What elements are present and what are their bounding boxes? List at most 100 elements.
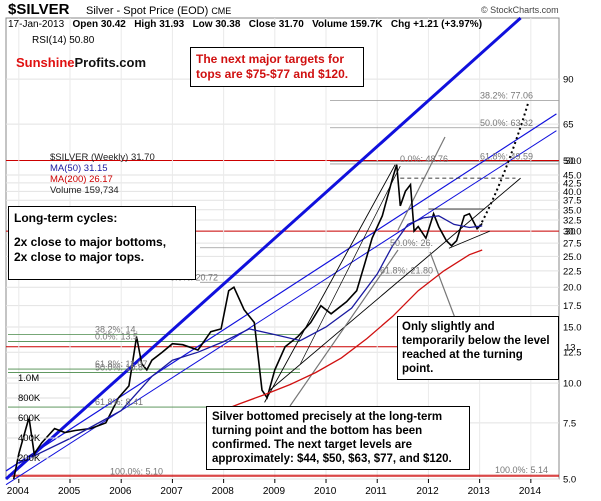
cycles-line1: 2x close to major bottoms, bbox=[14, 235, 167, 249]
x-tick-label: 2008 bbox=[212, 486, 235, 497]
symbol-title: $SILVER bbox=[8, 1, 70, 18]
volume-tick-label: 600K bbox=[18, 413, 41, 424]
arrow-line bbox=[429, 251, 456, 319]
copyright: © StockCharts.com bbox=[481, 5, 559, 15]
legend-series: $SILVER (Weekly) 31.70 bbox=[50, 152, 155, 163]
x-tick-label: 2011 bbox=[365, 486, 387, 497]
y-tick-label: 35.0 bbox=[563, 205, 582, 216]
y-tick-label: 40.0 bbox=[563, 187, 582, 198]
high-text: High 31.93 bbox=[134, 19, 185, 30]
fib-label: 50.0%: 10.8 bbox=[95, 362, 143, 372]
fib-lines bbox=[8, 100, 559, 477]
x-tick-label: 2010 bbox=[314, 486, 337, 497]
trend-lines bbox=[4, 16, 557, 486]
low-text: Low 30.38 bbox=[192, 19, 241, 30]
fib-label: 50.0%: 26. bbox=[390, 238, 433, 248]
series-group bbox=[12, 164, 483, 480]
cycles-title: Long-term cycles: bbox=[14, 211, 118, 225]
fib-label: 100.0%: 5.10 bbox=[110, 466, 163, 476]
cycles-note: Long-term cycles: 2x close to major bott… bbox=[8, 206, 196, 280]
y-tick-label: 7.5 bbox=[563, 418, 576, 429]
logo-part2: Profits.com bbox=[74, 55, 147, 70]
volume-tick-label: 400K bbox=[18, 433, 41, 444]
date-text: 17-Jan-2013 bbox=[8, 19, 65, 30]
fib-label: 61.8%: 49.59 bbox=[480, 152, 533, 162]
y-tick-label: 13 bbox=[565, 342, 576, 353]
blue-trendline-minor bbox=[5, 113, 557, 472]
y-tick-label: 45.0 bbox=[563, 171, 582, 182]
volume-axis: 1.0M 800K 600K 400K 200K bbox=[6, 373, 70, 464]
exchange-text: CME bbox=[211, 6, 232, 16]
x-tick-label: 2005 bbox=[58, 486, 81, 497]
y-tick-label: 5.0 bbox=[563, 475, 576, 486]
y-tick-label: 65 bbox=[563, 120, 574, 131]
y-tick-label: 17.5 bbox=[563, 301, 582, 312]
change-text: Chg +1.21 (+3.97%) bbox=[390, 19, 483, 30]
y-tick-label: 50.0 bbox=[563, 156, 582, 167]
arrow-line bbox=[289, 249, 399, 407]
close-text: Close 31.70 bbox=[248, 19, 304, 30]
volume-text: Volume 159.7K bbox=[312, 19, 383, 30]
fib-label: 50.0%: 63.32 bbox=[480, 118, 533, 128]
y-tick-label: 12.5 bbox=[563, 348, 582, 359]
y-tick-label: 22.5 bbox=[563, 266, 582, 277]
fib-label: 38.2%: 77.06 bbox=[480, 91, 533, 101]
legend-volume: Volume 159,734 bbox=[50, 185, 119, 196]
series-line-2 bbox=[213, 249, 483, 415]
ohlc-line: 17-Jan-2013 Open 30.42 High 31.93 Low 30… bbox=[8, 20, 482, 30]
channel-line bbox=[300, 165, 401, 364]
x-tick-label: 2014 bbox=[519, 486, 542, 497]
y-tick-label: 27.5 bbox=[563, 239, 582, 250]
volume-tick-label: 800K bbox=[18, 393, 41, 404]
arrow-line bbox=[397, 136, 446, 231]
fib-label: 0.0%: 48.76 bbox=[400, 154, 448, 164]
y-tick-label: 15.0 bbox=[563, 323, 582, 334]
legend: $SILVER (Weekly) 31.70 MA(50) 31.15 MA(2… bbox=[50, 152, 155, 196]
channel-line bbox=[448, 230, 491, 249]
x-tick-label: 2007 bbox=[160, 486, 183, 497]
y-tick-label: 25.0 bbox=[563, 252, 582, 263]
fib-label: 100.0%: 5.14 bbox=[495, 465, 548, 475]
x-tick-label: 2006 bbox=[109, 486, 132, 497]
volume-tick-label: 1.0M bbox=[18, 373, 39, 384]
rsi-label: RSI(14) 50.80 bbox=[32, 35, 95, 46]
x-tick-label: 2009 bbox=[263, 486, 286, 497]
channel-line bbox=[269, 177, 521, 391]
x-tick-label: 2012 bbox=[416, 486, 439, 497]
series-line-1 bbox=[18, 215, 483, 464]
projection-path bbox=[478, 102, 530, 228]
fib-label: 61.8%: 11.07 bbox=[95, 359, 147, 369]
y-tick-label: 42.5 bbox=[563, 178, 582, 189]
x-tick-label: 2013 bbox=[468, 486, 491, 497]
y-axis: 5.0 7.5 10.0 12.5 15.0 17.5 20.0 22.5 25.0 27.530… bbox=[563, 75, 582, 486]
instrument-name-text: Silver - Spot Price (EOD) bbox=[86, 5, 209, 17]
legend-ma50: MA(50) 31.15 bbox=[50, 163, 108, 174]
y-tick-label: 32.5 bbox=[563, 216, 582, 227]
y-tick-label: 30.0 bbox=[563, 227, 582, 238]
y-tick-label: 90 bbox=[563, 75, 574, 86]
bottomed-note: Silver bottomed precisely at the long-te… bbox=[206, 406, 470, 470]
legend-ma200: MA(200) 26.17 bbox=[50, 174, 113, 185]
y-tick-label: 37.5 bbox=[563, 196, 582, 207]
x-tick-label: 2004 bbox=[7, 486, 30, 497]
instrument-name: Silver - Spot Price (EOD) CME bbox=[86, 6, 231, 17]
y-tick-label: 50 bbox=[565, 156, 576, 167]
logo-part1: Sunshine bbox=[16, 55, 75, 70]
volume-tick-label: 200K bbox=[18, 453, 41, 464]
blue-trendline-major bbox=[4, 16, 522, 481]
fib-label: 0.0%: 13.5 bbox=[95, 332, 138, 342]
x-axis: 2004 2005 2006 2007 2008 2009 2010 2011 2012 2013… bbox=[7, 479, 542, 497]
channel-line bbox=[264, 164, 396, 403]
y-tick-label: 10.0 bbox=[563, 379, 582, 390]
fib-label: 61.8%: 8.41 bbox=[95, 397, 143, 407]
sunshine-logo: SunshineProfits.com bbox=[16, 56, 146, 69]
fib-label: 38.2%: 14. bbox=[95, 325, 138, 335]
cycles-line2: 2x close to major tops. bbox=[14, 250, 145, 264]
series-line-0 bbox=[12, 164, 483, 480]
targets-note: The next major targets for tops are $75-… bbox=[190, 47, 364, 87]
y-tick-label: 30 bbox=[565, 227, 576, 238]
slightly-note: Only slightly and temporarily below the … bbox=[397, 316, 559, 380]
fib-label: 61.8%: 21.80 bbox=[380, 265, 433, 275]
open-text: Open 30.42 bbox=[72, 19, 126, 30]
y-tick-label: 20.0 bbox=[563, 283, 582, 294]
